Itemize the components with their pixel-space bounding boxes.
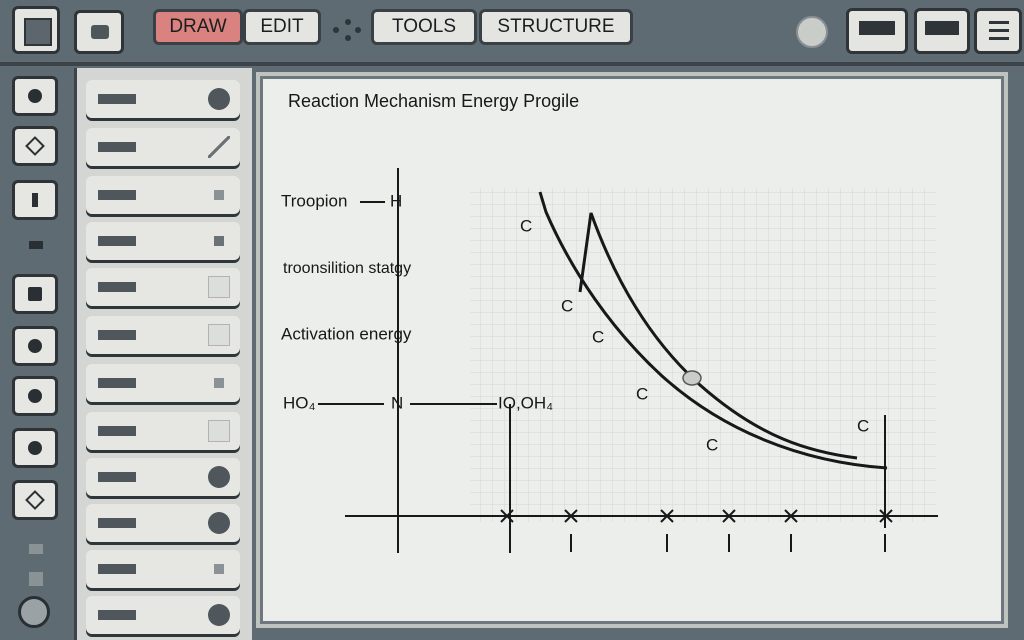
side-tool[interactable] bbox=[12, 76, 58, 116]
side-tool[interactable] bbox=[12, 180, 58, 220]
list-item[interactable] bbox=[86, 504, 240, 542]
list-item[interactable] bbox=[86, 80, 240, 118]
zoom-button[interactable] bbox=[18, 596, 50, 628]
side-tool[interactable] bbox=[12, 126, 58, 166]
list-item[interactable] bbox=[86, 458, 240, 496]
tab-tools[interactable]: TOOLS bbox=[371, 9, 477, 45]
tab-structure[interactable]: STRUCTURE bbox=[479, 9, 633, 45]
list-item[interactable] bbox=[86, 550, 240, 588]
side-tool[interactable] bbox=[12, 326, 58, 366]
divider bbox=[29, 544, 43, 554]
separator bbox=[0, 62, 1024, 66]
list-item[interactable] bbox=[86, 222, 240, 260]
tab-edit[interactable]: EDIT bbox=[243, 9, 321, 45]
window-button-1[interactable] bbox=[846, 8, 908, 54]
window-button-2[interactable] bbox=[914, 8, 970, 54]
icon bbox=[333, 19, 361, 41]
divider bbox=[29, 241, 43, 249]
side-tool[interactable] bbox=[12, 428, 58, 468]
menu-button[interactable] bbox=[12, 6, 60, 54]
list-item[interactable] bbox=[86, 268, 240, 306]
list-item[interactable] bbox=[86, 596, 240, 634]
list-item[interactable] bbox=[86, 128, 240, 166]
network-icon[interactable] bbox=[330, 16, 362, 44]
list-item[interactable] bbox=[86, 176, 240, 214]
settings-icon[interactable] bbox=[796, 16, 828, 48]
drawing-canvas[interactable] bbox=[256, 72, 1008, 628]
hand-button[interactable] bbox=[74, 10, 124, 54]
tab-draw[interactable]: DRAW bbox=[153, 9, 243, 45]
side-tool[interactable] bbox=[12, 376, 58, 416]
side-tool[interactable] bbox=[12, 274, 58, 314]
list-item[interactable] bbox=[86, 412, 240, 450]
divider bbox=[29, 572, 43, 586]
list-item[interactable] bbox=[86, 316, 240, 354]
side-tool[interactable] bbox=[12, 480, 58, 520]
menu-list-button[interactable] bbox=[974, 8, 1022, 54]
list-item[interactable] bbox=[86, 364, 240, 402]
